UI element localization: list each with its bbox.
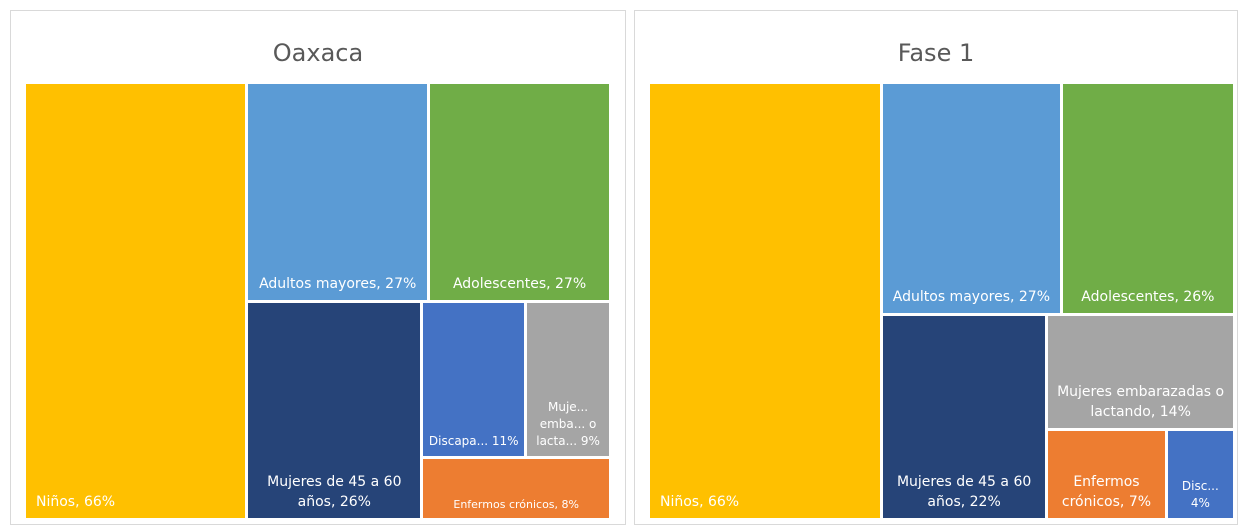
treemap-cell: Discapa... 11% [423,302,525,456]
chart-title: Oaxaca [272,39,364,67]
data-label: Adultos mayores, 27% [259,275,417,292]
treemap-cell: Adolescentes, 26% [1062,84,1233,313]
data-label: Mujeres embarazadas o lactando, 14% [1057,383,1225,420]
data-label: Enfermos crónicos, 7% [1061,473,1152,510]
treemap-cell: Enfermos crónicos, 8% [423,458,609,518]
treemap-cell: Mujeres de 45 a 60 años, 22% [882,315,1046,518]
treemap-cell: Adolescentes, 27% [430,84,609,300]
chart-panel: Oaxaca Niños, 66% Adultos mayores, 27% Adol… [10,10,626,525]
data-label: Niños, 66% [36,494,116,510]
data-label: Enfermos crónicos, 8% [453,497,579,511]
chart-title: Fase 1 [897,39,975,67]
treemap-cell: Niños, 66% [650,84,880,518]
data-label: Adolescentes, 26% [1081,288,1215,305]
data-label: Mujeres de 45 a 60 años, 22% [896,473,1032,510]
treemap-cell: Niños, 66% [26,84,246,518]
treemap-cell: Adultos mayores, 27% [248,84,428,300]
data-label: Mujeres de 45 a 60 años, 26% [267,474,402,510]
data-label: Niños, 66% [660,494,740,510]
treemap-cell: Adultos mayores, 27% [882,84,1060,313]
data-label: Disc... 4% [1181,478,1219,510]
data-label: Discapa... 11% [428,433,519,448]
treemap-cell: Disc... 4% [1167,430,1233,518]
treemap-cell: Mujeres de 45 a 60 años, 26% [248,302,421,518]
data-label: Adolescentes, 27% [452,275,587,292]
treemap-cell: Muje... emba... o lacta... 9% [527,302,609,456]
treemap-cell: Enfermos crónicos, 7% [1048,430,1165,518]
data-label: Adultos mayores, 27% [892,288,1051,305]
treemap-cell: Mujeres embarazadas o lactando, 14% [1048,315,1233,428]
data-label: Muje... emba... o lacta... 9% [536,399,600,448]
chart-panel: Fase 1 Niños, 66% Adultos mayores, 27% Adol… [634,10,1238,525]
